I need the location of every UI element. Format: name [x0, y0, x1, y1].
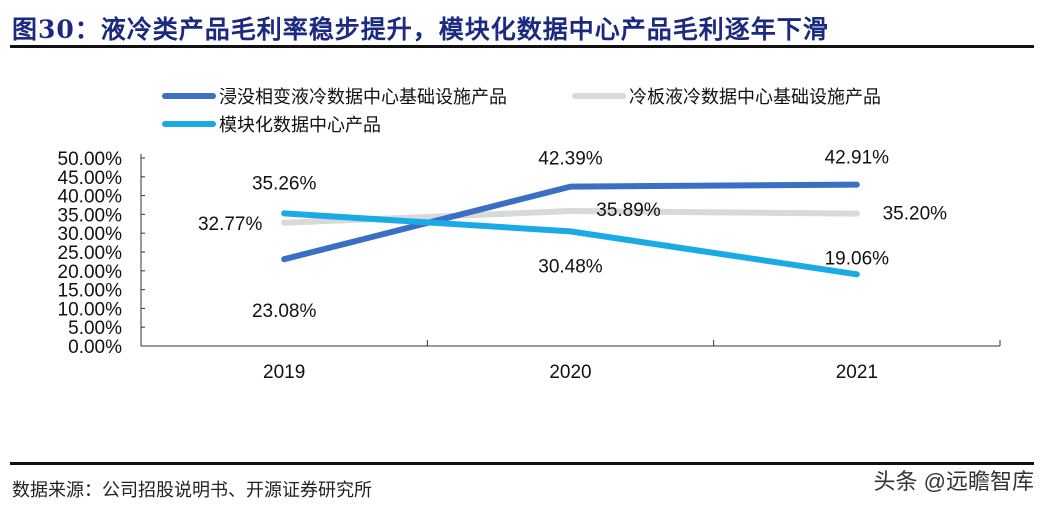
y-tick-label: 10.00% — [58, 299, 123, 320]
y-tick-label: 0.00% — [68, 337, 122, 358]
data-label: 35.26% — [252, 173, 317, 194]
figure-title: 图30：液冷类产品毛利率稳步提升，模块化数据中心产品毛利逐年下滑 — [12, 15, 829, 44]
data-label: 35.89% — [596, 200, 661, 221]
y-tick-label: 30.00% — [58, 224, 123, 245]
y-tick-label: 45.00% — [58, 168, 123, 189]
data-label: 23.08% — [252, 301, 317, 322]
source-note: 数据来源：公司招股说明书、开源证券研究所 — [12, 480, 372, 501]
x-tick-label: 2019 — [263, 362, 305, 383]
legend-label: 浸没相变液冷数据中心基础设施产品 — [219, 87, 507, 107]
data-label: 19.06% — [825, 248, 890, 269]
y-tick-label: 40.00% — [58, 187, 123, 208]
x-tick-label: 2021 — [836, 362, 878, 383]
data-label: 32.77% — [198, 214, 263, 235]
y-tick-label: 25.00% — [58, 243, 123, 264]
legend-label: 模块化数据中心产品 — [219, 115, 381, 135]
y-tick-label: 15.00% — [58, 281, 123, 302]
y-tick-label: 20.00% — [58, 262, 123, 283]
title-rule — [10, 45, 1034, 48]
data-label: 35.20% — [883, 204, 948, 225]
y-tick-label: 5.00% — [68, 318, 122, 339]
y-tick-label: 50.00% — [58, 149, 123, 170]
legend-label: 冷板液冷数据中心基础设施产品 — [629, 87, 881, 107]
data-label: 42.91% — [825, 148, 890, 169]
data-label: 30.48% — [538, 256, 603, 277]
watermark: 头条 @远瞻智库 — [873, 469, 1034, 494]
source-rule — [10, 462, 1034, 465]
data-label: 42.39% — [538, 149, 603, 170]
x-tick-label: 2020 — [549, 362, 591, 383]
y-tick-label: 35.00% — [58, 205, 123, 226]
